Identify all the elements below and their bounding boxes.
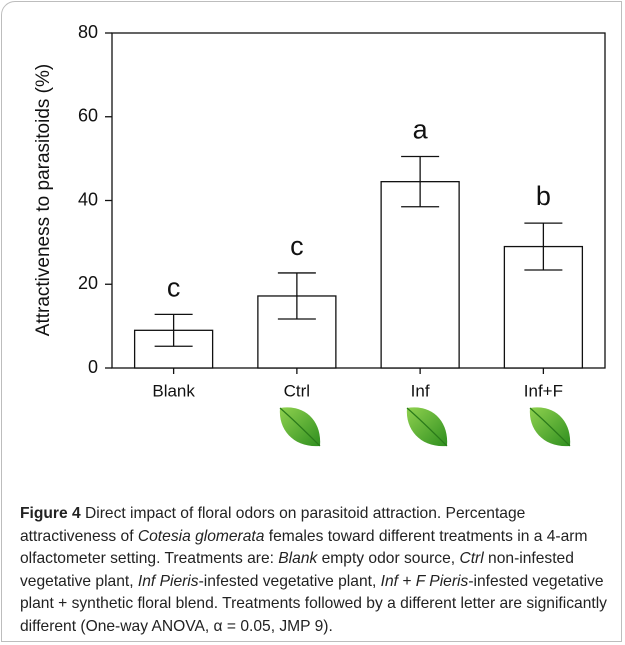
significance-letter: c	[290, 231, 304, 261]
significance-letter: a	[413, 115, 429, 145]
caption-text: non-infested vegetative plant,	[20, 550, 574, 590]
chart: Attractiveness to parasitoids (%) 0 20 40 6…	[33, 22, 606, 447]
y-tick-label: 80	[78, 22, 98, 42]
caption-text: females toward different treatments in a…	[20, 527, 588, 568]
y-tick-label: 0	[88, 357, 98, 377]
caption-text: Direct impact of floral odors on parasit…	[20, 505, 526, 545]
significance-letter: b	[536, 181, 551, 211]
caption-text: Blank	[278, 550, 318, 568]
caption-text: Inf Pieris	[137, 572, 199, 590]
x-tick-label: Ctrl	[284, 381, 310, 400]
caption-text: Inf + F Pieris	[380, 572, 469, 590]
leaf-icon	[279, 406, 321, 447]
caption-label: Figure 4	[20, 505, 81, 522]
caption-text: -infested vegetative plant + synthetic f…	[20, 572, 607, 635]
caption-text: -infested vegetative plant,	[198, 572, 381, 590]
leaf-icon	[529, 406, 571, 447]
x-tick-label: Inf+F	[524, 381, 563, 400]
caption-text: Cotesia glomerata	[137, 527, 265, 545]
caption-text: Ctrl	[459, 550, 484, 568]
y-axis-label: Attractiveness to parasitoids (%)	[33, 64, 54, 336]
x-tick-label: Blank	[152, 381, 195, 400]
y-tick-label: 60	[78, 106, 98, 126]
caption-text: empty odor source,	[317, 550, 460, 568]
y-tick-label: 20	[78, 273, 98, 293]
significance-letter: c	[167, 273, 181, 303]
caption: Figure 4 Direct impact of floral odors o…	[20, 503, 608, 639]
x-tick-label: Inf	[411, 381, 430, 400]
leaf-icon	[406, 406, 448, 447]
bar	[380, 181, 460, 369]
y-tick-label: 40	[78, 189, 98, 209]
